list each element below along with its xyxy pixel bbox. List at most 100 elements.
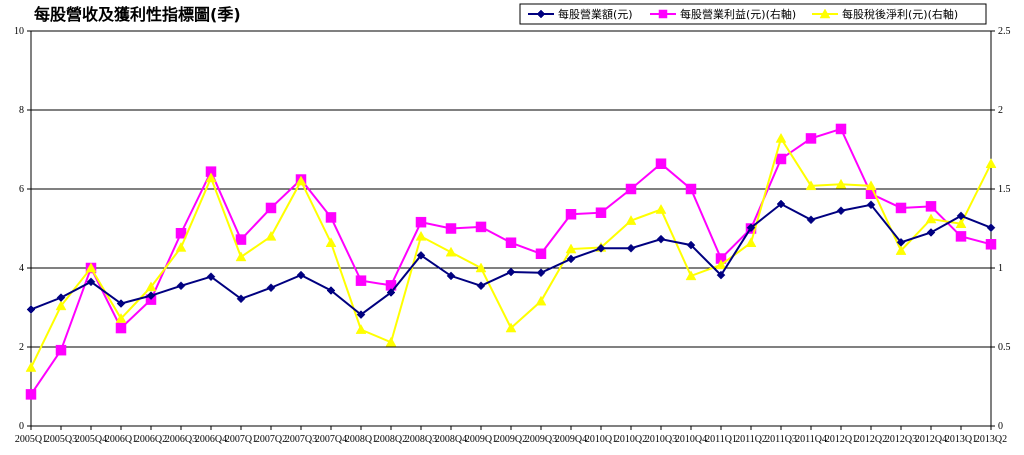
data-point xyxy=(235,234,247,245)
data-point xyxy=(416,251,426,260)
data-point xyxy=(115,313,127,323)
x-axis-tick-label: 2010Q2 xyxy=(615,434,647,445)
data-point xyxy=(386,288,396,297)
x-axis-tick-label: 2012Q3 xyxy=(885,434,917,445)
x-axis-tick-label: 2013Q1 xyxy=(945,434,977,445)
data-point xyxy=(656,234,666,244)
legend-box xyxy=(519,3,987,25)
data-point xyxy=(175,227,187,239)
data-point xyxy=(476,281,486,291)
data-point xyxy=(625,183,637,195)
legend: 每股營業額(元) 每股營業利益(元)(右軸) 每股稅後淨利(元)(右軸) xyxy=(519,3,987,25)
x-axis-tick-label: 2009Q4 xyxy=(555,434,587,445)
x-axis-tick-label: 2007Q1 xyxy=(225,434,257,445)
series-3 xyxy=(25,132,997,372)
data-point xyxy=(925,213,937,224)
data-point xyxy=(775,132,787,143)
data-point xyxy=(535,248,547,260)
data-point xyxy=(955,218,967,229)
data-point xyxy=(56,293,66,302)
x-axis-tick-label: 2007Q3 xyxy=(285,434,317,445)
legend-label: 每股營業額(元) xyxy=(558,7,633,21)
legend-swatch-marker xyxy=(536,9,546,19)
x-axis-tick-label: 2012Q2 xyxy=(855,434,887,445)
data-point xyxy=(475,221,487,233)
left-axis-tick-label: 4 xyxy=(19,263,24,274)
data-point xyxy=(746,223,756,233)
data-point xyxy=(85,262,97,273)
x-axis-tick-label: 2008Q4 xyxy=(435,434,467,445)
data-point xyxy=(896,237,906,247)
x-axis-tick-label: 2007Q4 xyxy=(315,434,347,445)
data-point xyxy=(565,209,577,220)
series-2 xyxy=(25,123,997,400)
axes: 024681000.511.522.52005Q12005Q32005Q4200… xyxy=(14,26,1011,445)
data-point xyxy=(236,294,246,304)
data-point xyxy=(985,158,997,168)
x-axis-tick-label: 2010Q1 xyxy=(585,434,617,445)
data-point xyxy=(356,310,366,319)
data-point xyxy=(295,175,307,186)
data-point xyxy=(355,324,367,334)
data-point xyxy=(596,243,606,253)
data-point xyxy=(625,215,637,225)
x-axis-tick-label: 2008Q2 xyxy=(375,434,407,445)
data-point xyxy=(866,200,876,210)
data-point xyxy=(805,180,817,191)
data-point xyxy=(986,223,996,233)
data-point xyxy=(205,172,217,183)
data-point xyxy=(115,322,127,334)
legend-label: 每股營業利益(元)(右軸) xyxy=(680,7,796,21)
data-point xyxy=(955,231,967,242)
x-axis-tick-label: 2005Q3 xyxy=(45,434,77,445)
data-point xyxy=(595,207,607,218)
data-point xyxy=(325,237,337,247)
data-point xyxy=(745,237,757,247)
data-point xyxy=(475,262,487,273)
x-axis-tick-label: 2012Q1 xyxy=(825,434,857,445)
x-axis-tick-label: 2005Q1 xyxy=(15,434,47,445)
data-point xyxy=(25,389,37,400)
right-axis-tick-label: 2 xyxy=(998,105,1003,116)
right-axis-tick-label: 1.5 xyxy=(998,184,1011,195)
data-point xyxy=(686,240,696,250)
data-point xyxy=(325,212,337,223)
x-axis-tick-label: 2010Q4 xyxy=(675,434,707,445)
data-point xyxy=(265,230,277,241)
x-axis-tick-label: 2012Q4 xyxy=(915,434,947,445)
x-axis-tick-label: 2008Q3 xyxy=(405,434,437,445)
series-1 xyxy=(26,199,996,319)
data-point xyxy=(355,275,367,286)
data-point xyxy=(806,215,816,225)
x-axis-tick-label: 2009Q3 xyxy=(525,434,557,445)
data-point xyxy=(505,322,517,333)
x-axis-tick-label: 2011Q3 xyxy=(765,434,797,445)
x-axis-tick-label: 2009Q1 xyxy=(465,434,497,445)
x-axis-tick-label: 2011Q1 xyxy=(705,434,737,445)
data-point xyxy=(535,295,547,306)
series-layer xyxy=(25,123,997,400)
data-point xyxy=(326,286,336,295)
x-axis-tick-label: 2006Q1 xyxy=(105,434,137,445)
data-point xyxy=(865,180,877,191)
data-point xyxy=(446,271,456,281)
data-point xyxy=(385,336,397,347)
legend-swatch-marker xyxy=(819,8,831,19)
data-point xyxy=(835,178,847,189)
data-point xyxy=(116,299,126,308)
right-axis-tick-label: 0 xyxy=(998,421,1003,432)
x-axis-tick-label: 2010Q3 xyxy=(645,434,677,445)
legend-item: 每股營業額(元) xyxy=(528,7,633,21)
legend-item: 每股營業利益(元)(右軸) xyxy=(650,7,796,21)
gridlines xyxy=(31,109,991,348)
data-point xyxy=(55,344,67,356)
data-point xyxy=(536,268,546,278)
data-point xyxy=(25,362,37,372)
data-point xyxy=(775,153,787,165)
left-axis-tick-label: 6 xyxy=(19,184,24,195)
data-point xyxy=(836,206,846,216)
data-point xyxy=(685,270,697,281)
data-point xyxy=(296,270,306,280)
